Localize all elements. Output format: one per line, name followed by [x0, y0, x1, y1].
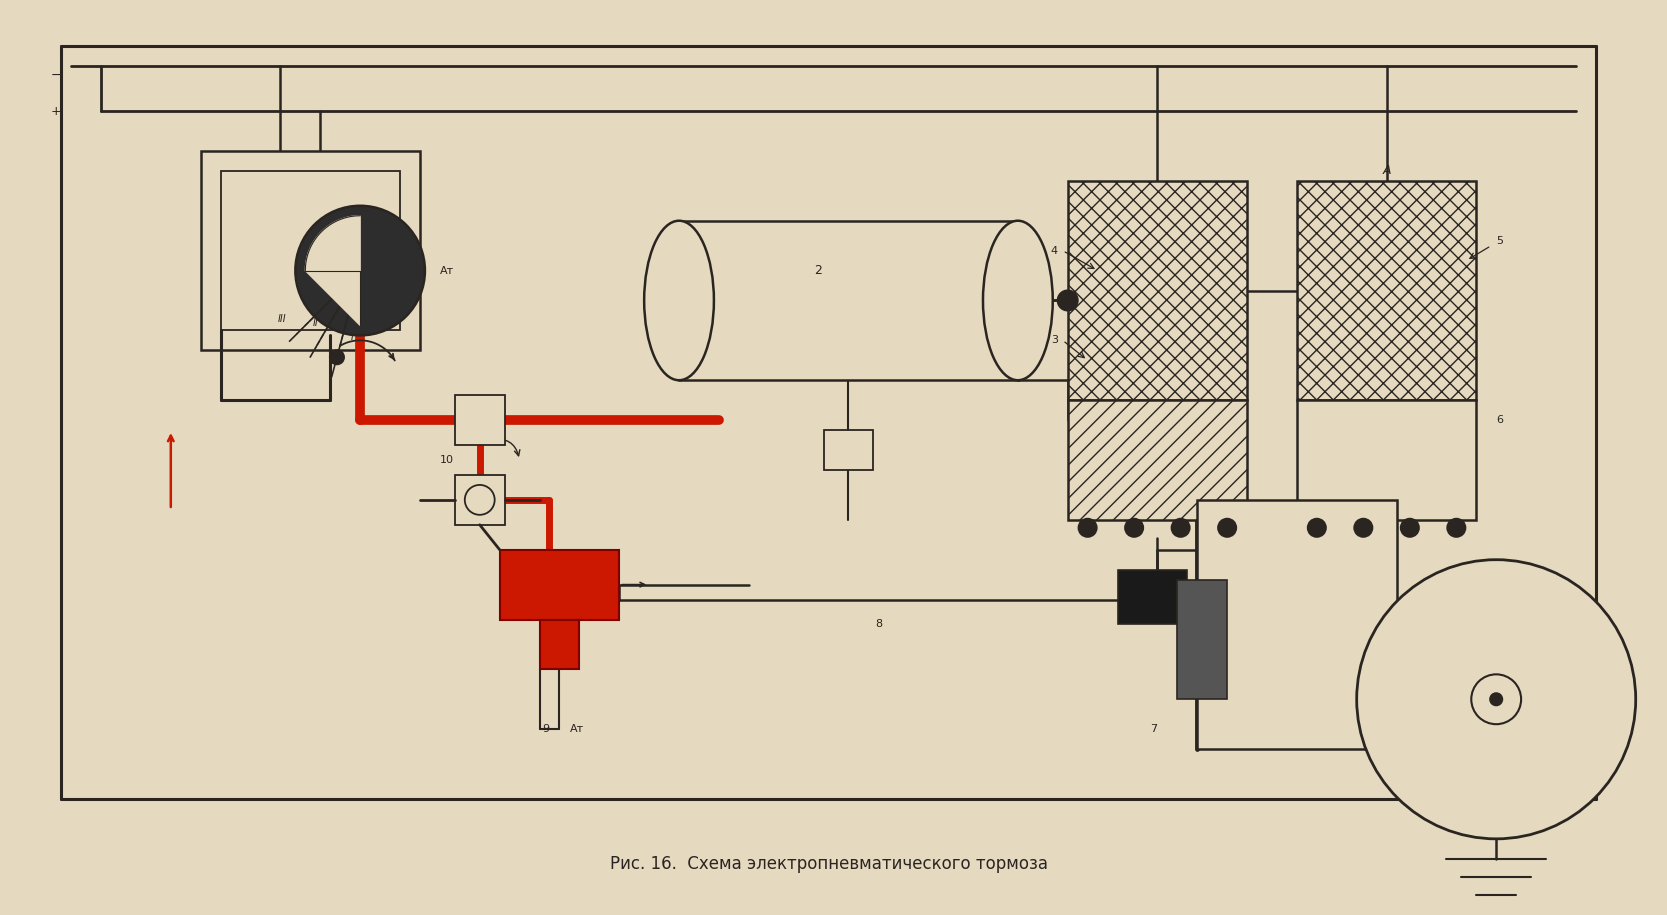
Bar — [200, 151, 420, 350]
Text: Ат: Ат — [440, 265, 453, 275]
Text: +: + — [52, 104, 62, 117]
Text: 1: 1 — [377, 216, 383, 226]
Text: 8: 8 — [875, 619, 882, 630]
Text: 2: 2 — [815, 264, 822, 277]
Circle shape — [1357, 560, 1635, 839]
Circle shape — [1125, 519, 1144, 537]
Text: 6: 6 — [1497, 415, 1504, 425]
Circle shape — [1219, 519, 1237, 537]
Bar — [1177, 579, 1227, 699]
Bar — [1117, 570, 1187, 625]
Circle shape — [1172, 519, 1190, 537]
Ellipse shape — [984, 221, 1054, 381]
Bar — [1067, 400, 1247, 520]
Bar — [1297, 400, 1477, 520]
Circle shape — [1400, 519, 1419, 537]
Text: 9: 9 — [542, 724, 550, 734]
Text: −: − — [52, 70, 62, 82]
Text: 7: 7 — [1150, 724, 1157, 734]
Circle shape — [465, 485, 495, 515]
Text: А: А — [1382, 165, 1390, 178]
Text: III: III — [277, 314, 287, 324]
Text: 5: 5 — [1497, 236, 1504, 245]
Bar — [540, 619, 580, 670]
Text: II: II — [312, 318, 318, 328]
Bar — [220, 171, 400, 330]
Text: 4: 4 — [1050, 245, 1059, 255]
Text: Ат: Ат — [570, 724, 583, 734]
Circle shape — [1079, 519, 1097, 537]
Circle shape — [1059, 290, 1077, 310]
Ellipse shape — [643, 221, 713, 381]
Circle shape — [330, 350, 343, 364]
Bar — [455, 395, 505, 445]
Bar — [823, 430, 874, 470]
Bar — [1197, 500, 1397, 749]
Circle shape — [1309, 519, 1325, 537]
Bar — [1067, 181, 1247, 400]
Text: 3: 3 — [1050, 336, 1059, 345]
Circle shape — [1472, 674, 1520, 724]
Circle shape — [1354, 519, 1372, 537]
Polygon shape — [305, 216, 360, 326]
Circle shape — [295, 206, 425, 336]
Text: Рис. 16.  Схема электропневматического тормоза: Рис. 16. Схема электропневматического то… — [610, 855, 1047, 873]
Bar — [455, 475, 505, 525]
Text: I: I — [350, 332, 353, 342]
Bar — [500, 550, 618, 619]
Circle shape — [1447, 519, 1465, 537]
Circle shape — [1490, 694, 1502, 705]
Text: 10: 10 — [440, 455, 453, 465]
Bar — [1297, 181, 1477, 400]
Bar — [678, 221, 1019, 381]
